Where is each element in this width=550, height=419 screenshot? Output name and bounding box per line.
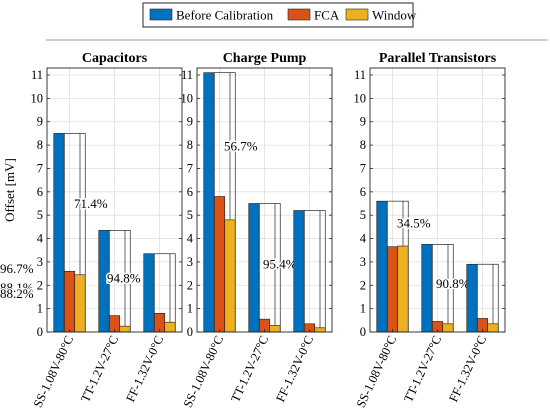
bar-window [487, 323, 499, 333]
reduction-label: 71.4% [74, 196, 108, 211]
panel-3: 0123456789101134.5%SS-1.08V-80°C90.8%TT-… [0, 51, 506, 410]
bar-before-calibration [248, 203, 260, 333]
panel-title: Charge Pump [223, 51, 307, 66]
reduction-label: 88.1% [0, 280, 34, 295]
panel-title: Parallel Transistors [379, 51, 497, 66]
y-tick-label: 3 [187, 255, 193, 269]
bar-window [397, 245, 409, 333]
y-tick-label: 0 [37, 325, 43, 339]
y-tick-label: 1 [360, 302, 366, 316]
y-tick-label: 8 [37, 138, 43, 152]
x-tick-label: SS-1.08V-80°C [181, 333, 227, 409]
y-tick-label: 4 [187, 232, 194, 246]
legend-swatch-window [345, 8, 369, 21]
x-tick-label: FF-1.32V-0°C [446, 333, 489, 404]
reduction-label: 34.5% [397, 216, 431, 231]
legend-swatch-before-calibration [149, 8, 173, 21]
bar-before-calibration [53, 133, 65, 333]
y-tick-label: 5 [37, 208, 43, 222]
bar-fca [63, 270, 76, 333]
bar-before-calibration [421, 244, 433, 333]
bar-before-calibration [376, 200, 388, 333]
panel-1: 0 1 2 3 4 5 6 7 8 9 10 11 71.4% SS-1.08V-80°C 94.8% TT-… [0, 51, 183, 410]
y-tick-label: 3 [37, 255, 43, 269]
y-tick-label: 5 [187, 208, 193, 222]
bar-before-calibration [203, 72, 215, 333]
reduction-label: 95.4% [263, 256, 297, 271]
reduction-label: 96.7% [0, 261, 34, 276]
axes-frame [369, 67, 506, 333]
legend-label-window: Window [372, 8, 417, 23]
bar-window [314, 327, 326, 333]
y-tick-label: 7 [187, 161, 193, 175]
y-tick-label: 6 [37, 185, 43, 199]
bar-before-calibration [466, 263, 478, 333]
y-tick-label: 7 [37, 161, 43, 175]
bar-fca [386, 246, 399, 333]
y-tick-label: 0 [360, 325, 366, 339]
y-tick-label: 4 [360, 232, 367, 246]
x-tick-label: TT-1.2V-27°C [401, 333, 444, 404]
legend-swatch-fca [287, 8, 311, 21]
reduction-label: 94.8% [107, 270, 141, 285]
y-tick-label: 9 [360, 115, 366, 129]
bar-fca [213, 196, 226, 333]
y-tick-label: 9 [37, 115, 43, 129]
legend-label-fca: FCA [314, 8, 340, 23]
reduction-label: 88.2% [0, 286, 34, 301]
y-tick-label: 2 [360, 278, 366, 292]
bar-before-calibration [293, 210, 305, 333]
y-tick-label: 6 [187, 185, 193, 199]
reduction-label: 56.7% [224, 138, 258, 153]
y-tick-label: 4 [37, 232, 44, 246]
y-tick-label: 7 [360, 161, 366, 175]
bar-window [269, 325, 281, 333]
y-tick-label: 6 [360, 185, 366, 199]
y-tick-label: 5 [360, 208, 366, 222]
y-tick-label: 2 [37, 278, 43, 292]
y-tick-label: 10 [354, 91, 367, 105]
y-tick-label: 3 [360, 255, 366, 269]
bar-before-calibration [143, 253, 155, 333]
y-tick-label: 8 [360, 138, 366, 152]
y-axis-label: Offset [mV] [2, 158, 17, 222]
bar-window [119, 325, 131, 333]
legend: Before Calibration FCA Window [142, 2, 417, 28]
y-tick-label: 0 [187, 325, 193, 339]
bar-window [74, 274, 86, 333]
y-tick-label: 11 [31, 68, 43, 82]
y-tick-label: 2 [187, 278, 193, 292]
x-tick-label: FF-1.32V-0°C [123, 333, 166, 404]
x-tick-label: FF-1.32V-0°C [273, 333, 316, 404]
panels: 0123456789101171.4%SS-1.08V-80°C94.8%TT-… [0, 51, 506, 410]
reduction-label: 90.8% [436, 276, 470, 291]
x-tick-label: SS-1.08V-80°C [354, 333, 400, 409]
y-tick-label: 10 [31, 91, 44, 105]
x-tick-label: TT-1.2V-27°C [228, 333, 271, 404]
y-tick-label: 1 [187, 302, 193, 316]
y-tick-label: 10 [181, 91, 194, 105]
axes-frame [46, 67, 183, 333]
y-tick-label: 8 [187, 138, 193, 152]
x-tick-label: SS-1.08V-80°C [31, 333, 77, 409]
y-tick-label: 1 [37, 302, 43, 316]
y-tick-label: 11 [181, 68, 193, 82]
bar-window [224, 219, 236, 333]
bar-window [164, 321, 176, 333]
y-tick-label: 9 [187, 115, 193, 129]
x-tick-label: TT-1.2V-27°C [78, 333, 121, 404]
panel-title: Capacitors [82, 51, 148, 66]
y-tick-label: 11 [354, 68, 366, 82]
legend-label-before-calibration: Before Calibration [176, 8, 274, 23]
bar-window [442, 323, 454, 333]
axes-frame [196, 67, 333, 333]
